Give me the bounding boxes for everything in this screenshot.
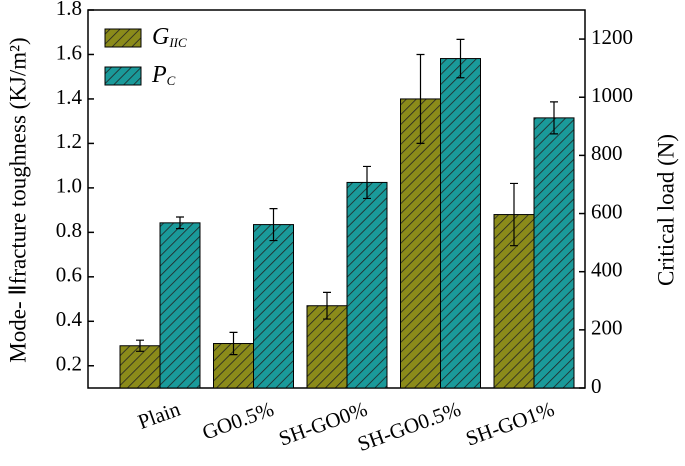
x-tick-label: Plain [135, 396, 184, 433]
bar [253, 224, 294, 389]
y-tick-label: 1.6 [56, 40, 82, 64]
error-bar [416, 53, 425, 145]
y-tick-label: 0.4 [56, 307, 83, 331]
error-bar [456, 38, 465, 79]
y2-tick-label: 400 [591, 258, 623, 282]
y-axis-title: Mode- Ⅱfracture toughness (KJ/m²) [5, 37, 30, 362]
error-bar [136, 339, 144, 352]
legend-label: PC [151, 62, 176, 88]
y-tick-label: 1.8 [56, 0, 82, 20]
y-tick-label: 0.6 [56, 263, 82, 287]
legend-swatch [104, 66, 142, 86]
x-tick-label: SH-GO0% [276, 397, 371, 451]
bar [159, 222, 201, 389]
error-bar [323, 291, 331, 320]
error-bar [363, 165, 371, 200]
bar [400, 98, 441, 389]
error-bar [176, 216, 184, 230]
legend-swatch [104, 28, 142, 48]
y-tick-label: 1.0 [56, 174, 82, 198]
error-bar [269, 207, 278, 242]
x-tick-label: SH-GO1% [463, 397, 558, 451]
y2-tick-label: 1200 [591, 25, 633, 49]
y2-tick-label: 600 [591, 199, 623, 223]
y-tick-label: 1.4 [56, 85, 83, 109]
legend-label: GIIC [152, 24, 187, 50]
y2-tick-label: 200 [591, 316, 623, 340]
bar [533, 117, 575, 389]
error-bar [550, 101, 558, 135]
bar [119, 345, 161, 389]
x-tick-label: GO0.5% [199, 397, 277, 445]
y2-tick-label: 800 [591, 141, 623, 165]
y2-tick-label: 1000 [591, 83, 633, 107]
bar [346, 181, 388, 389]
y-tick-label: 1.2 [56, 129, 82, 153]
bar [440, 58, 481, 389]
y-tick-label: 0.2 [56, 352, 82, 376]
error-bar [510, 182, 518, 247]
y2-axis-title: Critical load (N) [653, 134, 678, 286]
y2-tick-label: 0 [591, 374, 602, 398]
y-tick-label: 0.8 [56, 218, 82, 242]
error-bar [229, 331, 238, 356]
x-tick-label: SH-GO0.5% [354, 397, 464, 456]
